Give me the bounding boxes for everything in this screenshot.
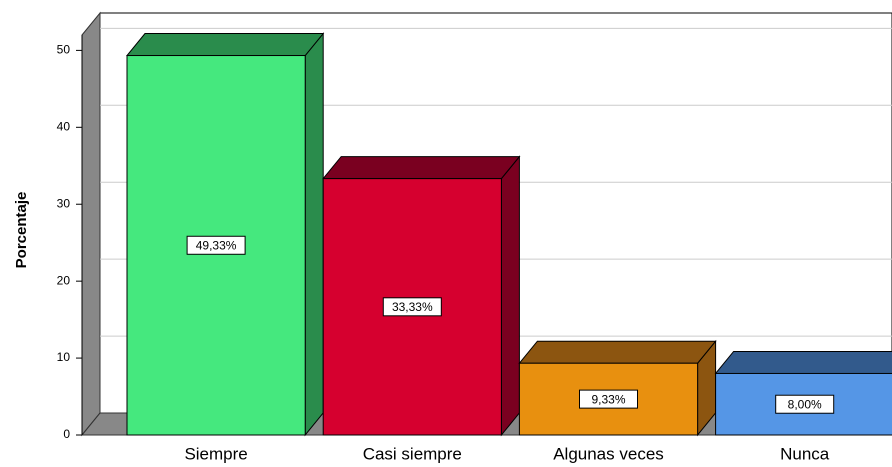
bar-top [518, 340, 717, 364]
bar-side [500, 155, 520, 437]
value-label: 9,33% [591, 392, 625, 406]
value-label: 33,33% [392, 300, 433, 314]
x-tick-label: Casi siempre [363, 444, 462, 463]
y-tick-label: 0 [63, 427, 70, 441]
value-label-box [186, 235, 246, 255]
y-tick-label: 10 [57, 350, 71, 364]
left-wall [81, 11, 101, 437]
bar-top [714, 350, 892, 374]
x-tick-label: Siempre [184, 444, 247, 463]
y-tick-label: 20 [57, 273, 71, 287]
y-tick-label: 30 [57, 196, 71, 210]
y-tick-label: 40 [57, 119, 71, 133]
value-label: 49,33% [196, 238, 237, 252]
x-tick-label: Algunas veces [553, 444, 664, 463]
x-tick-label: Nunca [780, 444, 830, 463]
value-label-box [775, 394, 835, 414]
value-label: 8,00% [788, 397, 822, 411]
y-axis-label: Porcentaje [13, 192, 30, 269]
value-label-box [382, 297, 442, 317]
bar-top [322, 156, 521, 180]
value-label-box [579, 389, 638, 409]
y-tick-label: 50 [57, 43, 71, 57]
bar-side [304, 32, 324, 437]
bar-top [125, 33, 325, 57]
